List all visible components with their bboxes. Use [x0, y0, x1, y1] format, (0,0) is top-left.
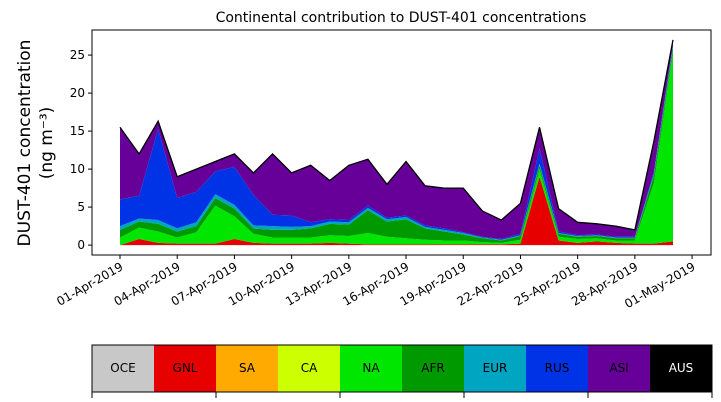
legend-swatch: [278, 345, 340, 392]
legend-swatch: [154, 345, 216, 392]
y-tick-label: 10: [70, 162, 85, 176]
plot-frame: [91, 29, 712, 256]
legend-swatch: [402, 345, 464, 392]
legend-label: AFR: [421, 361, 444, 375]
legend-swatch: [92, 345, 154, 392]
y-tick-label: 5: [77, 200, 85, 214]
legend-label: OCE: [110, 361, 135, 375]
legend-swatch: [526, 345, 588, 392]
y-axis-label-line: DUST-401 concentration: [15, 40, 35, 247]
legend-frame: [91, 344, 713, 393]
legend-label: EUR: [483, 361, 508, 375]
y-axis-label-line: (ng m⁻³): [37, 107, 57, 180]
y-axis-label: DUST-401 concentration (ng m⁻³): [15, 40, 57, 247]
y-tick-label: 25: [70, 48, 85, 62]
legend-swatch: [464, 345, 526, 392]
legend-label: CA: [301, 361, 318, 375]
legend-label: AUS: [669, 361, 694, 375]
area: [120, 176, 673, 246]
area: [120, 39, 673, 240]
legend-swatch: [588, 345, 650, 392]
legend-label: RUS: [545, 361, 570, 375]
y-tick-label: 20: [70, 86, 85, 100]
chart-title: Continental contribution to DUST-401 con…: [216, 10, 587, 26]
legend-swatch: [650, 345, 712, 392]
y-tick-label: 0: [77, 238, 85, 252]
y-tick-label: 15: [70, 124, 85, 138]
legend-label: NA: [362, 361, 380, 375]
area: [120, 43, 673, 240]
area: [119, 39, 674, 231]
legend-label: GNL: [173, 361, 198, 375]
legend-label: ASI: [609, 361, 628, 375]
legend-swatch: [216, 345, 278, 392]
legend-label: SA: [239, 361, 256, 375]
legend-swatch: [340, 345, 402, 392]
